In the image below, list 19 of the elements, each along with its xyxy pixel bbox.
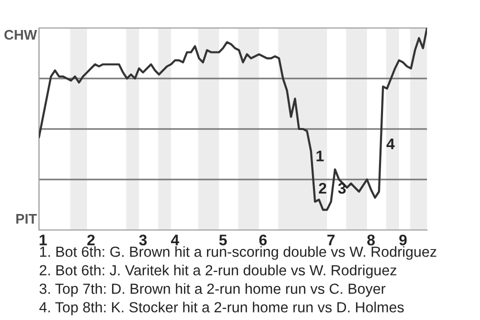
annotation: 4 bbox=[386, 138, 395, 150]
text: 4. Top 8th: K. Stocker hit a 2-run home run vs D. Holmes bbox=[39, 302, 404, 316]
x-tick-label: 7 bbox=[327, 234, 335, 246]
x-tick-label: 9 bbox=[399, 234, 407, 246]
x-tick-label: 1 bbox=[40, 234, 47, 246]
x-tick-label: 6 bbox=[259, 234, 267, 246]
annotation: 3 bbox=[338, 182, 346, 194]
annotation: 2 bbox=[318, 182, 326, 194]
x-tick-label: 2 bbox=[87, 234, 95, 246]
x-tick-label: 3 bbox=[139, 234, 147, 246]
text: CHW bbox=[4, 30, 37, 40]
text: 3. Top 7th: D. Brown hit a 2-run home run vs C. Boyer bbox=[40, 283, 386, 297]
x-tick-label: 5 bbox=[219, 234, 227, 246]
text: 1. Bot 6th: G. Brown hit a run-scoring double vs W. Rodriguez bbox=[40, 246, 436, 260]
text: PIT bbox=[16, 214, 37, 224]
annotation: 1 bbox=[316, 150, 324, 162]
text: 2. Bot 6th: J. Varitek hit a 2-run double vs W. Rodriguez bbox=[40, 264, 396, 278]
x-tick-label: 4 bbox=[170, 234, 180, 246]
x-tick-label: 8 bbox=[367, 234, 375, 246]
